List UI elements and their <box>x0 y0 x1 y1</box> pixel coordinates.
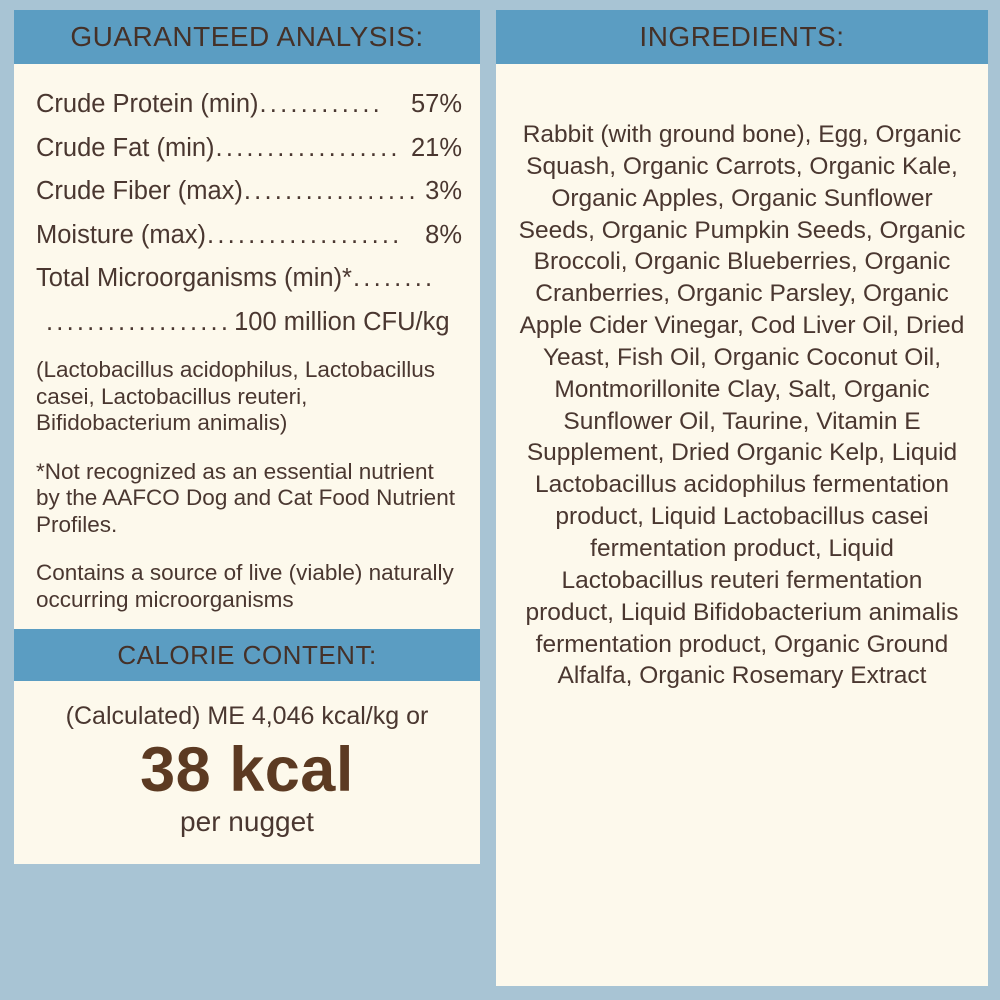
probiotic-strains-note: (Lactobacillus acidophilus, Lactobacillu… <box>36 357 435 436</box>
ingredients-panel: INGREDIENTS: Rabbit (with ground bone), … <box>496 10 988 986</box>
calorie-content-body: (Calculated) ME 4,046 kcal/kg or 38 kcal… <box>14 681 480 865</box>
analysis-row-label: Crude Protein (min) <box>36 90 259 118</box>
calorie-per-nugget-value: 38 kcal <box>140 734 354 805</box>
right-column: INGREDIENTS: Rabbit (with ground bone), … <box>496 10 988 986</box>
calorie-content-heading: CALORIE CONTENT: <box>14 629 480 682</box>
analysis-row-label: Total Microorganisms (min)* <box>36 264 352 292</box>
analysis-row: Moisture (max) ................... 8% <box>36 220 462 249</box>
analysis-row-value: 8% <box>425 220 462 249</box>
ingredients-heading: INGREDIENTS: <box>496 10 988 64</box>
analysis-row-continuation: .................. 100 million CFU/kg <box>36 307 462 336</box>
analysis-row-label: Crude Fiber (max) <box>36 177 243 205</box>
ingredients-text: Rabbit (with ground bone), Egg, Organic … <box>496 64 988 986</box>
leader-dots: ............ <box>259 92 383 118</box>
calorie-per-nugget-unit: per nugget <box>180 806 314 838</box>
analysis-row: Crude Protein (min) ............ 57% <box>36 90 462 118</box>
analysis-row-label: Crude Fat (min) <box>36 133 215 162</box>
leader-dots: .................. <box>46 307 232 336</box>
analysis-row: Crude Fat (min) .................. 21% <box>36 133 462 162</box>
leader-dots: ................... <box>207 222 403 248</box>
analysis-row: Total Microorganisms (min)* ........ <box>36 264 462 292</box>
analysis-row-value: 3% <box>425 177 462 205</box>
aafco-footnote: *Not recognized as an essential nutrient… <box>36 458 455 537</box>
guaranteed-analysis-body: Crude Protein (min) ............ 57% Cru… <box>14 64 480 630</box>
guaranteed-analysis-rows: Crude Protein (min) ............ 57% Cru… <box>36 90 462 336</box>
leader-dots: ........ <box>353 266 436 292</box>
analysis-row-value: 57% <box>410 90 462 118</box>
analysis-row-value: 21% <box>410 133 462 162</box>
live-microorganisms-note: Contains a source of live (viable) natur… <box>36 560 454 612</box>
analysis-row: Crude Fiber (max) ................. 3% <box>36 177 462 205</box>
analysis-row-value: 100 million CFU/kg <box>234 307 450 336</box>
analysis-row-label: Moisture (max) <box>36 220 207 249</box>
guaranteed-analysis-heading: GUARANTEED ANALYSIS: <box>14 10 480 64</box>
calorie-per-kg: (Calculated) ME 4,046 kcal/kg or <box>65 702 429 731</box>
leader-dots: ................. <box>243 179 419 205</box>
left-column: GUARANTEED ANALYSIS: Crude Protein (min)… <box>14 10 480 986</box>
guaranteed-analysis-panel: GUARANTEED ANALYSIS: Crude Protein (min)… <box>14 10 480 865</box>
leader-dots: .................. <box>215 135 401 161</box>
